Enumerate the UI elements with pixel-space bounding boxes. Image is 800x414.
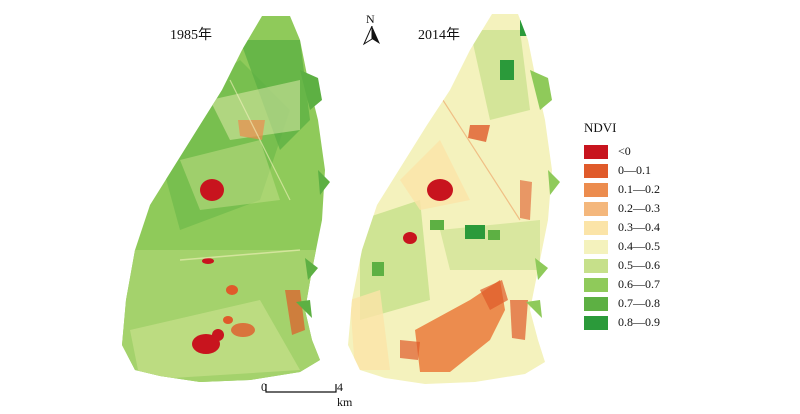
legend-swatch	[584, 163, 608, 178]
legend-label: 0.3—0.4	[618, 220, 660, 234]
legend-item: 0.3—0.4	[584, 218, 660, 237]
north-arrow-icon	[362, 26, 380, 46]
legend-item: 0.6—0.7	[584, 275, 660, 294]
legend-item: 0.7—0.8	[584, 294, 660, 313]
legend-swatch	[584, 258, 608, 273]
ndvi-raster-1985	[122, 16, 325, 382]
legend-label: 0.7—0.8	[618, 296, 660, 310]
legend-label: 0.8—0.9	[618, 315, 660, 329]
legend-swatch	[584, 220, 608, 235]
legend-label: 0.4—0.5	[618, 239, 660, 253]
legend-swatch	[584, 144, 608, 159]
panel-title-2014: 2014年	[418, 28, 460, 43]
legend-label: 0.6—0.7	[618, 277, 660, 291]
scale-bar-line	[265, 384, 337, 393]
ndvi-legend: NDVI <0 0—0.1 0.1—0.2 0.2—0.3 0.3—0.4 0.4—0.5…	[584, 120, 660, 332]
scale-end-label: 4 km	[337, 380, 353, 409]
legend-item: 0.8—0.9	[584, 313, 660, 332]
legend-item: 0—0.1	[584, 161, 660, 180]
legend-label: 0—0.1	[618, 163, 651, 177]
legend-item: <0	[584, 142, 660, 161]
legend-label: 0.2—0.3	[618, 201, 660, 215]
legend-item: 0.4—0.5	[584, 237, 660, 256]
legend-title: NDVI	[584, 120, 617, 135]
scale-start-label: 0	[261, 380, 267, 394]
legend-swatch	[584, 277, 608, 292]
legend-item: 0.1—0.2	[584, 180, 660, 199]
legend-swatch	[584, 239, 608, 254]
coastal-fragments-1985	[296, 70, 330, 318]
panel-title-1985: 1985年	[170, 28, 212, 43]
legend-swatch	[584, 296, 608, 311]
legend-item: 0.2—0.3	[584, 199, 660, 218]
north-label: N	[366, 12, 375, 26]
legend-label: <0	[618, 144, 631, 158]
coastal-fragments-2014	[526, 70, 560, 318]
legend-swatch	[584, 182, 608, 197]
legend-label: 0.1—0.2	[618, 182, 660, 196]
legend-label: 0.5—0.6	[618, 258, 660, 272]
legend-item: 0.5—0.6	[584, 256, 660, 275]
legend-swatch	[584, 315, 608, 330]
ndvi-raster-2014	[348, 14, 552, 384]
legend-swatch	[584, 201, 608, 216]
